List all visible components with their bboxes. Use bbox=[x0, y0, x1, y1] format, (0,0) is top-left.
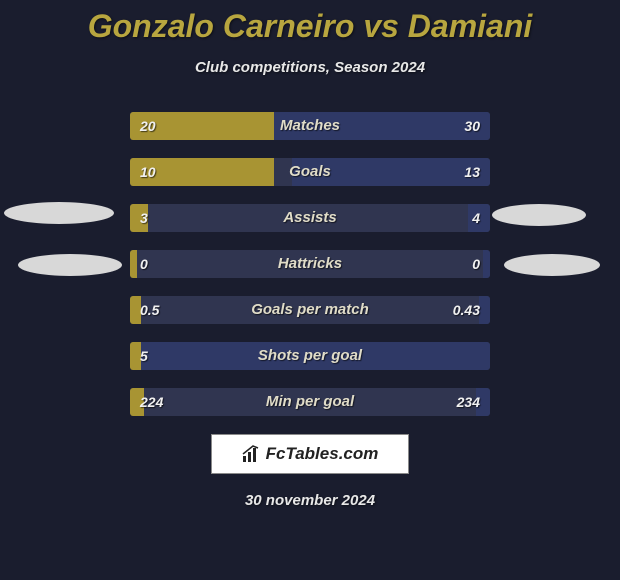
stat-value-right: 0.43 bbox=[453, 296, 480, 324]
decorative-ellipse bbox=[4, 202, 114, 224]
stat-label: Matches bbox=[130, 112, 490, 140]
stat-value-right: 234 bbox=[457, 388, 480, 416]
stat-row: 0.5Goals per match0.43 bbox=[130, 296, 490, 324]
decorative-ellipse bbox=[504, 254, 600, 276]
stat-label: Shots per goal bbox=[130, 342, 490, 370]
stat-row: 5Shots per goal bbox=[130, 342, 490, 370]
stat-value-right: 30 bbox=[464, 112, 480, 140]
stats-container: 20Matches3010Goals133Assists40Hattricks0… bbox=[130, 112, 490, 416]
stat-row: 10Goals13 bbox=[130, 158, 490, 186]
logo-label: FcTables.com bbox=[266, 444, 379, 464]
stat-value-right: 13 bbox=[464, 158, 480, 186]
logo-box[interactable]: FcTables.com bbox=[211, 434, 409, 474]
page-title: Gonzalo Carneiro vs Damiani bbox=[0, 0, 620, 45]
stat-value-right: 0 bbox=[472, 250, 480, 278]
stat-label: Assists bbox=[130, 204, 490, 232]
stat-label: Goals per match bbox=[130, 296, 490, 324]
stat-row: 20Matches30 bbox=[130, 112, 490, 140]
stat-label: Min per goal bbox=[130, 388, 490, 416]
stat-row: 3Assists4 bbox=[130, 204, 490, 232]
chart-icon bbox=[242, 445, 262, 463]
stat-value-right: 4 bbox=[472, 204, 480, 232]
logo-text: FcTables.com bbox=[242, 444, 379, 464]
stat-row: 0Hattricks0 bbox=[130, 250, 490, 278]
decorative-ellipse bbox=[492, 204, 586, 226]
subtitle: Club competitions, Season 2024 bbox=[0, 59, 620, 76]
decorative-ellipse bbox=[18, 254, 122, 276]
date-text: 30 november 2024 bbox=[0, 492, 620, 509]
stat-label: Hattricks bbox=[130, 250, 490, 278]
stat-label: Goals bbox=[130, 158, 490, 186]
stat-row: 224Min per goal234 bbox=[130, 388, 490, 416]
